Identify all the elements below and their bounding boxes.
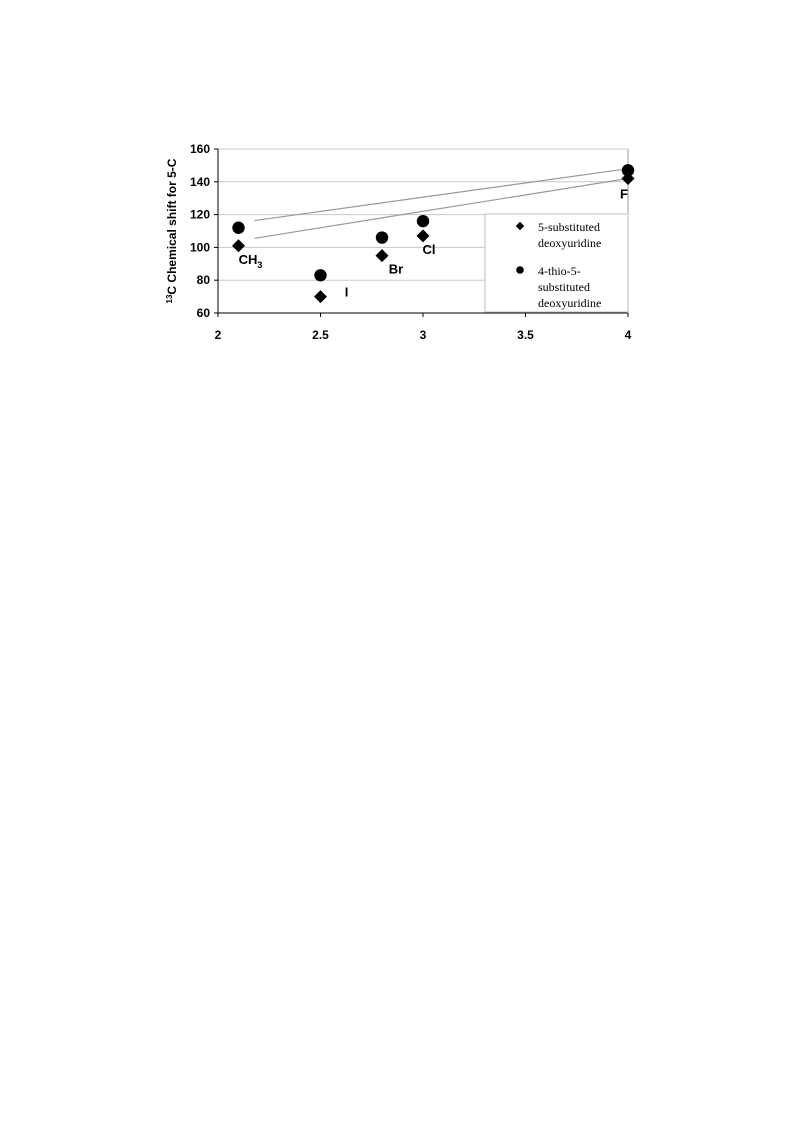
trendline-series-2 bbox=[254, 168, 629, 222]
point-label: Cl bbox=[423, 242, 436, 257]
data-points bbox=[232, 164, 635, 304]
data-point-series-1 bbox=[232, 239, 245, 253]
y-axis-label-superscript: 13 bbox=[165, 294, 174, 303]
data-point-series-2 bbox=[621, 164, 635, 177]
legend-box bbox=[484, 213, 629, 313]
point-label-text: I bbox=[345, 285, 349, 300]
point-label-subscript: 3 bbox=[257, 260, 262, 270]
legend-label-series-1: 5-substituted bbox=[538, 220, 600, 234]
x-tick-label: 3.5 bbox=[517, 328, 534, 342]
trendlines bbox=[254, 168, 629, 239]
point-label: Br bbox=[389, 262, 403, 277]
point-label-text: F bbox=[620, 187, 628, 202]
legend-label-series-2: deoxyuridine bbox=[538, 296, 601, 310]
y-tick-label: 60 bbox=[197, 306, 211, 320]
legend-label-series-2: 4-thio-5- bbox=[538, 264, 581, 278]
legend-label-series-2: substituted bbox=[538, 280, 590, 294]
legend-marker-series-1 bbox=[515, 221, 525, 231]
y-tick-labels: 60 80 100 120 140 160 bbox=[190, 142, 210, 320]
x-tick-label: 3 bbox=[420, 328, 427, 342]
data-point-series-2 bbox=[314, 269, 327, 282]
legend: 5-substituted deoxyuridine 4-thio-5- substi… bbox=[484, 213, 629, 313]
y-tick-label: 80 bbox=[197, 273, 211, 287]
legend-label-series-1: deoxyuridine bbox=[538, 236, 601, 250]
data-point-series-2 bbox=[416, 214, 430, 228]
x-tick-label: 2 bbox=[215, 328, 222, 342]
x-tick-label: 2.5 bbox=[312, 328, 329, 342]
data-point-series-1 bbox=[416, 229, 430, 243]
y-tick-label: 140 bbox=[190, 175, 210, 189]
x-tick-labels: 2 2.5 3 3.5 4 bbox=[215, 328, 632, 342]
y-tick-label: 100 bbox=[190, 240, 210, 254]
point-label: I bbox=[345, 285, 349, 300]
data-point-series-1 bbox=[375, 249, 389, 263]
point-labels: CH3 I Br Cl F bbox=[239, 187, 628, 300]
y-axis-label-text: C Chemical shift for 5-C bbox=[165, 158, 179, 294]
trendline-series-1 bbox=[254, 177, 629, 239]
point-label: F bbox=[620, 187, 628, 202]
data-point-series-2 bbox=[375, 231, 389, 244]
y-axis-label: 13C Chemical shift for 5-C bbox=[165, 158, 179, 303]
legend-marker-series-2 bbox=[516, 266, 524, 274]
data-point-series-2 bbox=[232, 221, 245, 234]
y-tick-label: 120 bbox=[190, 208, 210, 222]
data-point-series-1 bbox=[314, 290, 327, 304]
point-label-text: Br bbox=[389, 262, 403, 277]
x-tick-label: 4 bbox=[625, 328, 632, 342]
point-label-text: CH bbox=[239, 252, 258, 267]
point-label: CH3 bbox=[239, 252, 263, 270]
point-label-text: Cl bbox=[423, 242, 436, 257]
y-tick-label: 160 bbox=[190, 142, 210, 156]
